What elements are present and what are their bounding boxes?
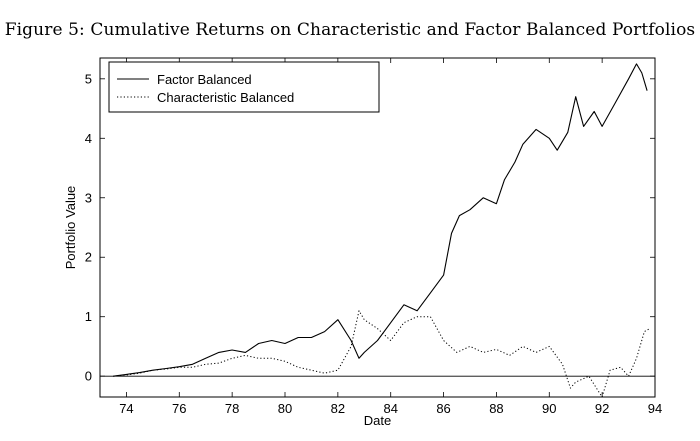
x-axis-ticks: 74 76 78 80 82 84 86 88 90 92 94 (119, 58, 662, 416)
x-axis-label: Date (364, 413, 391, 428)
x-tick-label: 88 (489, 401, 503, 416)
x-tick-label: 80 (278, 401, 292, 416)
y-tick-label: 3 (85, 190, 92, 205)
x-tick-label: 94 (648, 401, 662, 416)
figure-title: Figure 5: Cumulative Returns on Characte… (4, 20, 696, 40)
x-tick-label: 86 (436, 401, 450, 416)
x-tick-label: 84 (383, 401, 397, 416)
series-line-factor-balanced (113, 63, 648, 377)
legend-box (108, 61, 380, 113)
y-tick-label: 4 (85, 131, 92, 146)
x-tick-label: 92 (595, 401, 609, 416)
y-tick-label: 2 (85, 250, 92, 265)
y-axis-label: Portfolio Value (63, 186, 78, 270)
y-axis-ticks: 0 1 2 3 4 5 (85, 71, 655, 384)
series-line-characteristic-balanced (113, 310, 650, 398)
legend-label: Characteristic Balanced (157, 90, 294, 105)
x-tick-label: 82 (331, 401, 345, 416)
y-tick-label: 0 (85, 369, 92, 384)
x-tick-label: 78 (225, 401, 239, 416)
y-tick-label: 5 (85, 71, 92, 86)
series-layer (113, 63, 650, 398)
x-tick-label: 76 (172, 401, 186, 416)
x-tick-label: 74 (119, 401, 133, 416)
x-tick-label: 90 (542, 401, 556, 416)
plot-frame (99, 57, 656, 398)
legend-label: Factor Balanced (157, 72, 252, 87)
legend: Factor Balanced Characteristic Balanced (108, 61, 380, 113)
y-tick-label: 1 (85, 309, 92, 324)
